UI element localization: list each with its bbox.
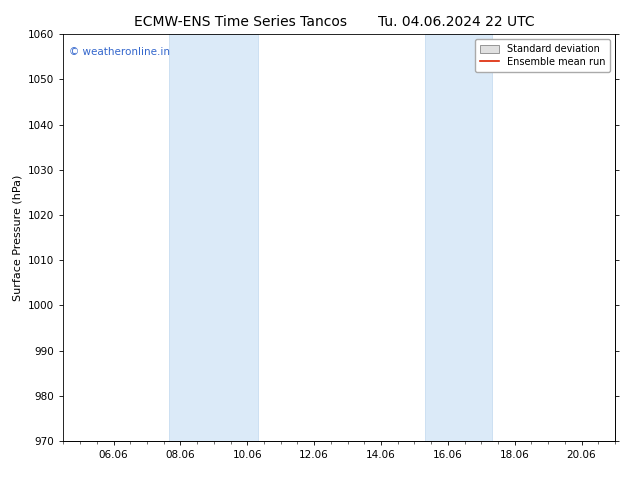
Text: © weatheronline.in: © weatheronline.in [69,47,170,56]
Bar [425,34,492,441]
Legend: Standard deviation, Ensemble mean run: Standard deviation, Ensemble mean run [475,39,610,72]
Text: ECMW-ENS Time Series Tancos: ECMW-ENS Time Series Tancos [134,15,347,29]
Y-axis label: Surface Pressure (hPa): Surface Pressure (hPa) [13,174,23,301]
Text: Tu. 04.06.2024 22 UTC: Tu. 04.06.2024 22 UTC [378,15,535,29]
Bar [169,34,258,441]
